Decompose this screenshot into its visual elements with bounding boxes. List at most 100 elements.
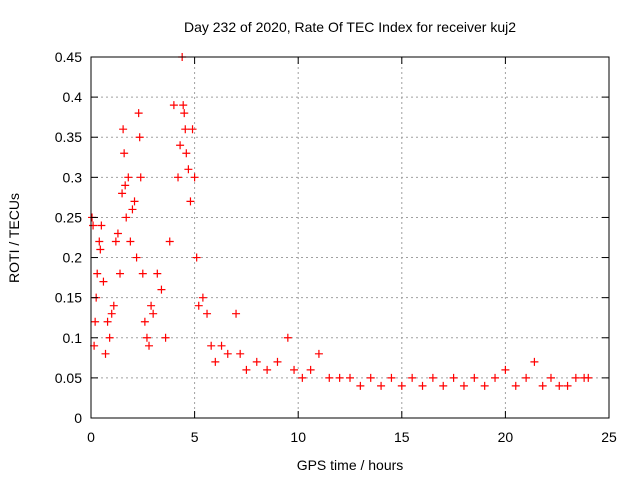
x-axis-title: GPS time / hours	[297, 457, 404, 473]
data-point	[377, 381, 386, 390]
data-point	[538, 381, 547, 390]
x-tick-label: 10	[290, 429, 306, 445]
data-point	[124, 173, 133, 182]
data-point	[95, 237, 104, 246]
axis-ticks	[90, 56, 610, 419]
y-tick-label: 0.1	[63, 330, 83, 346]
y-tick-label: 0.15	[55, 290, 82, 306]
data-point	[89, 221, 98, 230]
data-point	[298, 373, 307, 382]
data-point	[439, 381, 448, 390]
data-point	[188, 125, 197, 134]
data-point	[252, 357, 261, 366]
data-point	[179, 101, 188, 110]
y-tick-label: 0.45	[55, 49, 82, 65]
data-point	[93, 269, 102, 278]
data-point	[119, 125, 128, 134]
y-axis-title: ROTI / TECUs	[6, 193, 22, 283]
data-point	[356, 381, 365, 390]
data-point	[128, 205, 137, 214]
data-point	[263, 365, 272, 374]
data-point	[290, 365, 299, 374]
data-point	[180, 109, 189, 118]
data-point	[91, 317, 100, 326]
data-point	[408, 373, 417, 382]
data-point	[96, 245, 105, 254]
data-point	[157, 285, 166, 294]
data-point	[136, 173, 145, 182]
data-point	[140, 317, 149, 326]
data-point	[449, 373, 458, 382]
data-point	[283, 333, 292, 342]
data-point	[145, 341, 154, 350]
chart-title: Day 232 of 2020, Rate Of TEC Index for r…	[184, 19, 516, 35]
data-point	[181, 125, 190, 134]
y-tick-label: 0	[74, 410, 82, 426]
x-tick-label: 5	[191, 429, 199, 445]
x-tick-label: 25	[601, 429, 617, 445]
data-point	[335, 373, 344, 382]
data-point	[530, 357, 539, 366]
data-point	[174, 173, 183, 182]
data-points	[88, 53, 593, 390]
data-point	[459, 381, 468, 390]
y-tick-label: 0.05	[55, 370, 82, 386]
data-point	[121, 181, 130, 190]
data-point	[418, 381, 427, 390]
data-point	[149, 309, 158, 318]
plot-frame	[90, 56, 610, 419]
data-point	[522, 373, 531, 382]
data-point	[99, 277, 108, 286]
data-point	[546, 373, 555, 382]
data-point	[161, 333, 170, 342]
data-point	[232, 309, 241, 318]
data-point	[135, 133, 144, 142]
data-point	[491, 373, 500, 382]
data-point	[194, 301, 203, 310]
data-point	[182, 149, 191, 158]
data-point	[122, 213, 131, 222]
x-tick-label: 20	[498, 429, 514, 445]
y-tick-label: 0.35	[55, 129, 82, 145]
data-point	[236, 349, 245, 358]
data-point	[501, 365, 510, 374]
x-tick-label: 15	[394, 429, 410, 445]
data-point	[223, 349, 232, 358]
data-point	[132, 253, 141, 262]
data-point	[97, 221, 106, 230]
data-point	[366, 373, 375, 382]
data-point	[113, 229, 122, 238]
y-tick-label: 0.25	[55, 209, 82, 225]
data-point	[198, 293, 207, 302]
data-point	[306, 365, 315, 374]
data-point	[584, 373, 593, 382]
y-tick-label: 0.2	[63, 250, 83, 266]
y-tick-label: 0.4	[63, 89, 83, 105]
data-point	[325, 373, 334, 382]
data-point	[134, 109, 143, 118]
data-point	[207, 341, 216, 350]
data-point	[480, 381, 489, 390]
data-point	[138, 269, 147, 278]
data-point	[563, 381, 572, 390]
data-point	[192, 253, 201, 262]
data-point	[470, 373, 479, 382]
tick-labels: 0 5 10 15 20 25 0 0.05 0.1 0.15 0.2 0.25 0.3 0.35 0.4 0…	[55, 49, 617, 445]
data-point	[107, 309, 116, 318]
data-point	[101, 349, 110, 358]
data-point	[190, 173, 199, 182]
data-point	[217, 341, 226, 350]
data-point	[165, 237, 174, 246]
data-point	[397, 381, 406, 390]
data-point	[186, 197, 195, 206]
data-point	[176, 141, 185, 150]
data-point	[387, 373, 396, 382]
data-point	[184, 165, 193, 174]
data-point	[169, 101, 178, 110]
data-point	[126, 237, 135, 246]
data-point	[555, 381, 564, 390]
data-point	[105, 333, 114, 342]
x-tick-label: 0	[87, 429, 95, 445]
data-point	[111, 237, 120, 246]
